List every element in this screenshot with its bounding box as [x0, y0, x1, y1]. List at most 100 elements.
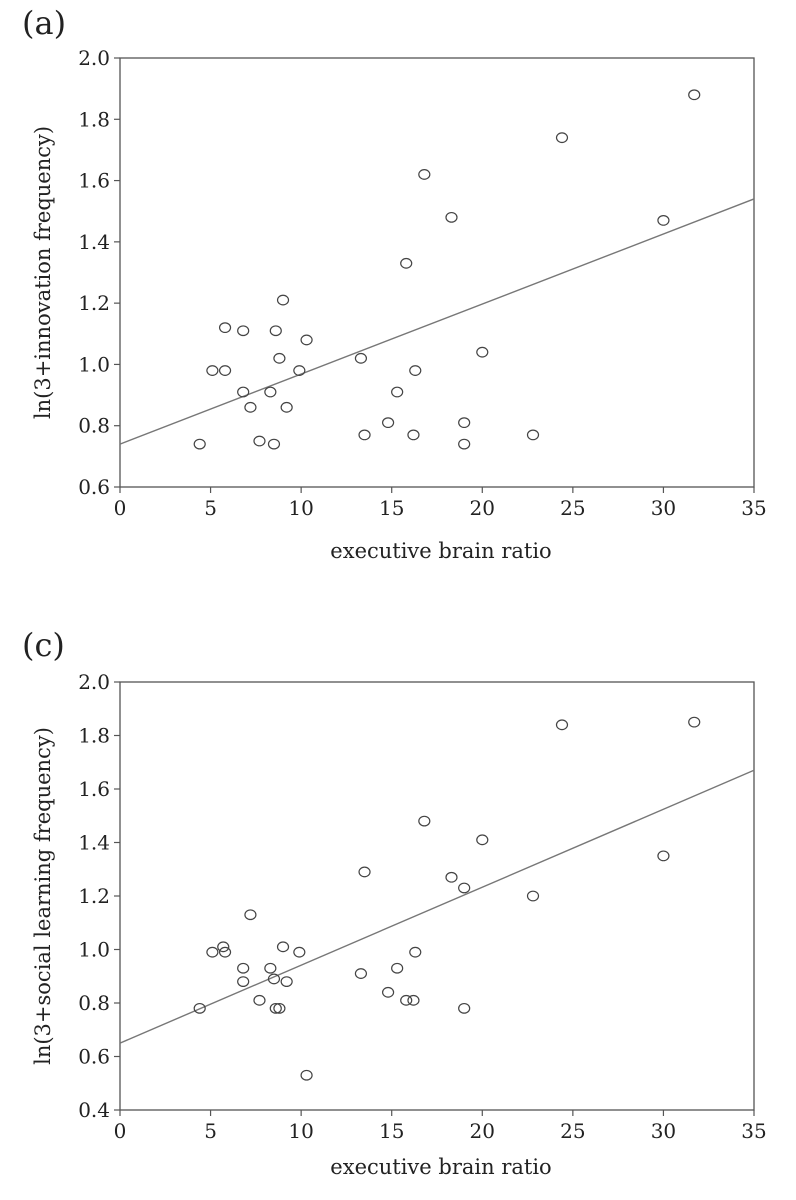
y-tick-label: 2.0	[78, 46, 110, 70]
data-point	[445, 871, 458, 883]
data-point	[391, 386, 404, 398]
data-point	[354, 968, 368, 979]
data-point	[237, 962, 250, 974]
panel-1: (c) 0 5 10 15 20 25 30 35 0.4 0.6 0.8 1.0 1.2 1.4 1.6 1.…	[22, 626, 767, 1179]
y-tick-label: 1.8	[78, 107, 110, 131]
panel-0: (a) 0 5 10 15 20 25 30 35 0.6 0.8 1.0 1.2 1.4 1.6 1.8 2.…	[22, 4, 767, 563]
data-point	[237, 386, 250, 398]
data-point	[407, 429, 420, 441]
y-tick-label: 1.2	[78, 884, 110, 908]
y-axis-title: ln(3+innovation frequency)	[31, 126, 55, 419]
data-point	[244, 909, 257, 921]
x-tick-label: 30	[651, 496, 676, 520]
y-tick-label: 1.2	[78, 291, 110, 315]
data-point	[381, 986, 395, 998]
data-point	[237, 325, 250, 337]
y-tick-label: 2.0	[78, 670, 110, 694]
data-point	[269, 1002, 282, 1014]
y-tick-label: 0.8	[78, 414, 110, 438]
plot-frame	[119, 57, 755, 488]
x-tick-label: 15	[379, 1119, 404, 1143]
data-point	[400, 257, 413, 269]
data-point	[293, 365, 306, 376]
data-point	[300, 334, 313, 346]
x-tick-label: 5	[204, 1119, 217, 1143]
data-point	[218, 365, 232, 376]
y-tick-label: 0.6	[78, 1045, 110, 1069]
data-point	[407, 994, 420, 1006]
x-axis-title: executive brain ratio	[330, 539, 551, 563]
plot-frame	[119, 681, 755, 1111]
x-tick-label: 0	[114, 1119, 127, 1143]
data-point	[688, 716, 701, 728]
y-tick-label: 1.0	[78, 352, 110, 376]
panel-label: (a)	[22, 4, 66, 42]
x-tick-label: 35	[741, 496, 766, 520]
data-point	[264, 962, 277, 974]
data-point	[354, 352, 368, 364]
data-point	[273, 1002, 286, 1014]
x-tick-label: 15	[379, 496, 404, 520]
data-point	[555, 719, 569, 731]
y-tick-label: 0.8	[78, 991, 110, 1015]
data-point	[293, 946, 306, 958]
y-tick-label: 0.4	[78, 1098, 110, 1122]
y-tick-label: 1.6	[78, 777, 110, 801]
data-point	[391, 962, 404, 974]
data-point	[237, 976, 250, 987]
y-tick-label: 1.0	[78, 938, 110, 962]
data-point	[193, 438, 206, 450]
data-point	[418, 815, 431, 827]
data-point	[409, 946, 422, 958]
data-point	[418, 169, 431, 180]
data-point	[688, 89, 701, 101]
y-axis-title: ln(3+social learning frequency)	[31, 727, 55, 1065]
x-tick-label: 25	[560, 1119, 585, 1143]
x-tick-label: 10	[288, 496, 313, 520]
trend-line	[119, 198, 755, 445]
y-tick-label: 0.6	[78, 475, 110, 499]
data-point	[458, 438, 471, 450]
data-point	[400, 994, 413, 1006]
data-point	[280, 976, 293, 987]
data-point	[206, 946, 219, 958]
data-point	[476, 834, 489, 846]
data-point	[264, 386, 277, 398]
data-point	[273, 352, 286, 364]
data-point	[526, 890, 540, 902]
data-point	[358, 429, 371, 441]
data-point	[217, 941, 230, 953]
data-point	[657, 850, 670, 862]
y-tick-label: 1.4	[78, 230, 110, 254]
data-point	[193, 1002, 206, 1014]
data-point	[218, 946, 232, 958]
data-point	[458, 882, 471, 894]
panel-label: (c)	[22, 626, 65, 664]
x-tick-label: 20	[470, 1119, 495, 1143]
data-point	[445, 211, 458, 223]
trend-line	[119, 769, 755, 1044]
data-point	[244, 401, 257, 413]
x-tick-label: 10	[288, 1119, 313, 1143]
y-tick-label: 1.6	[78, 169, 110, 193]
data-point	[267, 438, 281, 450]
data-point	[458, 417, 471, 429]
data-point	[381, 417, 395, 429]
data-point	[300, 1069, 313, 1081]
data-point	[269, 325, 282, 337]
x-tick-label: 5	[204, 496, 217, 520]
data-point	[276, 941, 290, 953]
x-tick-label: 25	[560, 496, 585, 520]
x-tick-label: 35	[741, 1119, 766, 1143]
data-point	[218, 322, 232, 334]
data-point	[280, 401, 293, 413]
data-point	[409, 365, 422, 376]
y-tick-label: 1.4	[78, 831, 110, 855]
data-point	[458, 1002, 471, 1014]
data-point	[253, 435, 266, 447]
data-point	[657, 215, 670, 226]
data-point	[267, 973, 281, 985]
data-point	[476, 346, 489, 358]
x-axis-title: executive brain ratio	[330, 1155, 551, 1179]
